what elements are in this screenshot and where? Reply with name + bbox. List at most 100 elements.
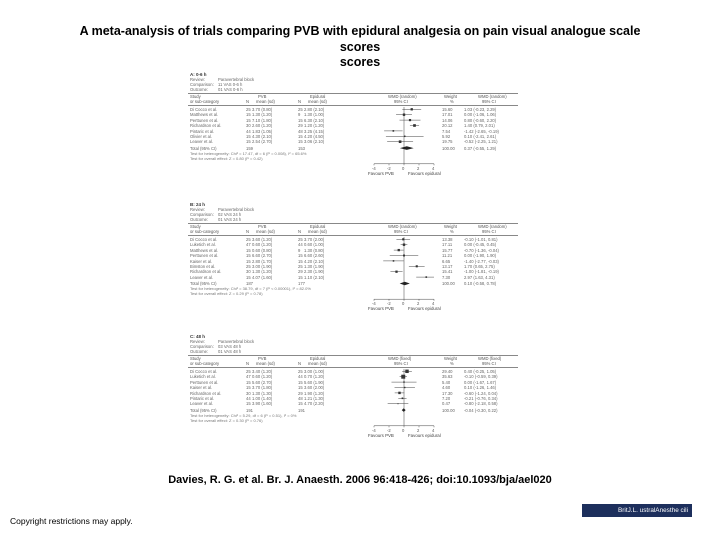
study-row: Matthews et al. 15 0.60 (0.80) 9 1.30 (0.80)… [188,248,518,254]
panel-meta-line: Outcome: 01 VAS 0-6 h [190,87,243,92]
effect-ci: 0.10 (-1.26, 1.46) [464,385,497,391]
column-header: N [246,361,250,366]
study-name: Bimston et al. [190,264,216,269]
column-header: Weight [444,356,457,361]
weight: 5.40 [442,379,451,385]
study-row: Kaiser et al. 15 2.80 (1.70) 15 4.20 (2.10) 6… [188,259,518,265]
title-line-1: A meta-analysis of trials comparing PVB … [79,24,641,38]
column-header: or sub-category [190,229,220,234]
panel-meta-line: Outcome: 01 VAS 24 h [190,217,241,222]
pvb-mean-sd: 2.60 (1.20) [252,123,273,129]
pvb-n: 15 [246,385,251,391]
weight: 17.11 [442,242,453,248]
epidural-mean-sd: 1.20 (1.20) [304,123,325,129]
column-header: N [246,229,250,234]
study-name: Pintaric et al. [190,396,215,401]
effect-ci: -0.70 (-1.36, -0.04) [464,247,499,253]
effect-ci: 0.00 (-1.06, 1.06) [464,112,497,118]
epidural-mean-sd: 1.10 (2.10) [304,274,325,280]
total-label: Total (95% CI) [190,281,217,287]
pooled-effect-diamond [401,408,406,412]
pvb-n: 15 [246,253,251,259]
epidural-mean-sd: 1.30 (1.90) [304,264,325,269]
epidural-mean-sd: 3.25 (4.15) [304,128,325,134]
pvb-n: 15 [246,258,251,264]
study-row: Di Cocco et al. 25 3.40 (1.20) 25 3.00 (1.00… [188,369,518,375]
column-header: mean (sd) [256,229,275,234]
epidural-mean-sd: 4.20 (2.10) [304,258,325,264]
epidural-mean-sd: 2.80 (2.10) [304,107,325,112]
weight: 13.17 [442,264,453,269]
column-header: N [298,229,302,234]
meta-value: 01 VAS 24 h [218,217,242,222]
total-pvb-n: 159 [246,145,253,151]
epidural-n: 15 [298,139,303,145]
column-header: Study [190,94,201,99]
study-name: Perttunen et al. [190,379,219,385]
pvb-mean-sd: 4.07 (1.60) [252,274,273,280]
epidural-mean-sd: 4.70 (2.20) [304,401,325,407]
pvb-n: 47 [246,242,251,248]
panel-label: A: 0-6 h [190,72,207,77]
x-axis-tick-label: 2 [417,165,420,171]
weight: 0.47 [442,401,451,407]
header-rule [188,105,518,106]
title-line-3: scores [339,55,381,69]
meta-key: Outcome: [190,87,209,92]
effect-ci: 1.03 (-0.23, 2.29) [464,107,497,112]
weight: 7.30 [442,274,451,280]
meta-key: Review: [190,207,205,212]
total-pvb-n: 187 [246,281,253,287]
epidural-n: 15 [298,117,303,123]
pvb-mean-sd: 7.10 (1.80) [252,117,273,123]
epidural-n: 29 [298,269,303,275]
study-name: Pintaric et al. [190,128,215,134]
total-weight: 100.00 [442,281,455,287]
epidural-mean-sd: 1.30 (1.00) [304,112,325,118]
pvb-n: 15 [246,274,251,280]
epidural-mean-sd: 2.30 (1.90) [304,269,325,275]
x-axis-tick-label: -4 [372,427,376,433]
study-name: Olivier et al. [190,134,213,139]
pvb-mean-sd: 1.30 (1.20) [252,112,273,118]
column-header: PVB [258,356,267,361]
meta-value: Paravertebral block [218,339,255,344]
column-header: % [450,229,454,234]
pvb-n: 25 [246,107,251,112]
overall-effect-test: Test for overall effect: Z = 0.30 (P = 0… [190,417,263,423]
meta-key: Comparison: [190,82,214,87]
column-header: 95% CI [482,99,496,104]
pooled-effect-diamond [399,281,410,286]
effect-ci: 0.00 (-1.67, 1.67) [464,379,497,385]
forest-panel: B: 24 h Review: Paravertebral block Compari… [188,202,518,328]
pvb-n: 25 [246,369,251,374]
meta-key: Review: [190,339,205,344]
column-header: N [298,99,302,104]
epidural-n: 29 [298,123,303,129]
study-row: Richardson et al. 30 2.60 (1.20) 29 1.20 (1.… [188,123,518,129]
pvb-n: 44 [246,396,251,401]
column-header: mean (sd) [308,229,327,234]
column-header: Weight [444,224,457,229]
total-effect-ci: 0.37 (-0.55, 1.29) [464,145,497,151]
epidural-n: 25 [298,264,303,269]
epidural-mean-sd: 6.60 (2.60) [304,253,325,259]
journal-logo: BritJ.L. ustralAnesthe cili [582,504,692,517]
total-weight: 100.00 [442,145,455,151]
x-axis-tick-label: 0 [402,427,405,433]
favours-left-label: Favours PVB [368,432,394,438]
study-name: Matthews et al. [190,247,219,253]
column-header: or sub-category [190,99,220,104]
study-effect-marker [397,403,399,405]
study-row: Di Cocco et al. 25 3.60 (1.20) 25 3.70 (2.00… [188,237,518,243]
x-axis-tick-label: 2 [417,427,420,433]
column-header: PVB [258,224,267,229]
total-row: Total (95% CI) 191 191 100.00 -0.04 (-0.30, … [188,408,518,414]
epidural-mean-sd: 0.60 (1.00) [304,242,325,248]
meta-key: Comparison: [190,212,214,217]
pvb-mean-sd: 1.00 (1.40) [252,396,273,401]
title-line-2: scores [339,39,381,54]
meta-value: 11 VAS 0-6 h [218,82,243,87]
pvb-mean-sd: 3.70 (1.80) [252,385,273,391]
effect-ci: -0.21 (-0.76, 0.34) [464,396,498,401]
